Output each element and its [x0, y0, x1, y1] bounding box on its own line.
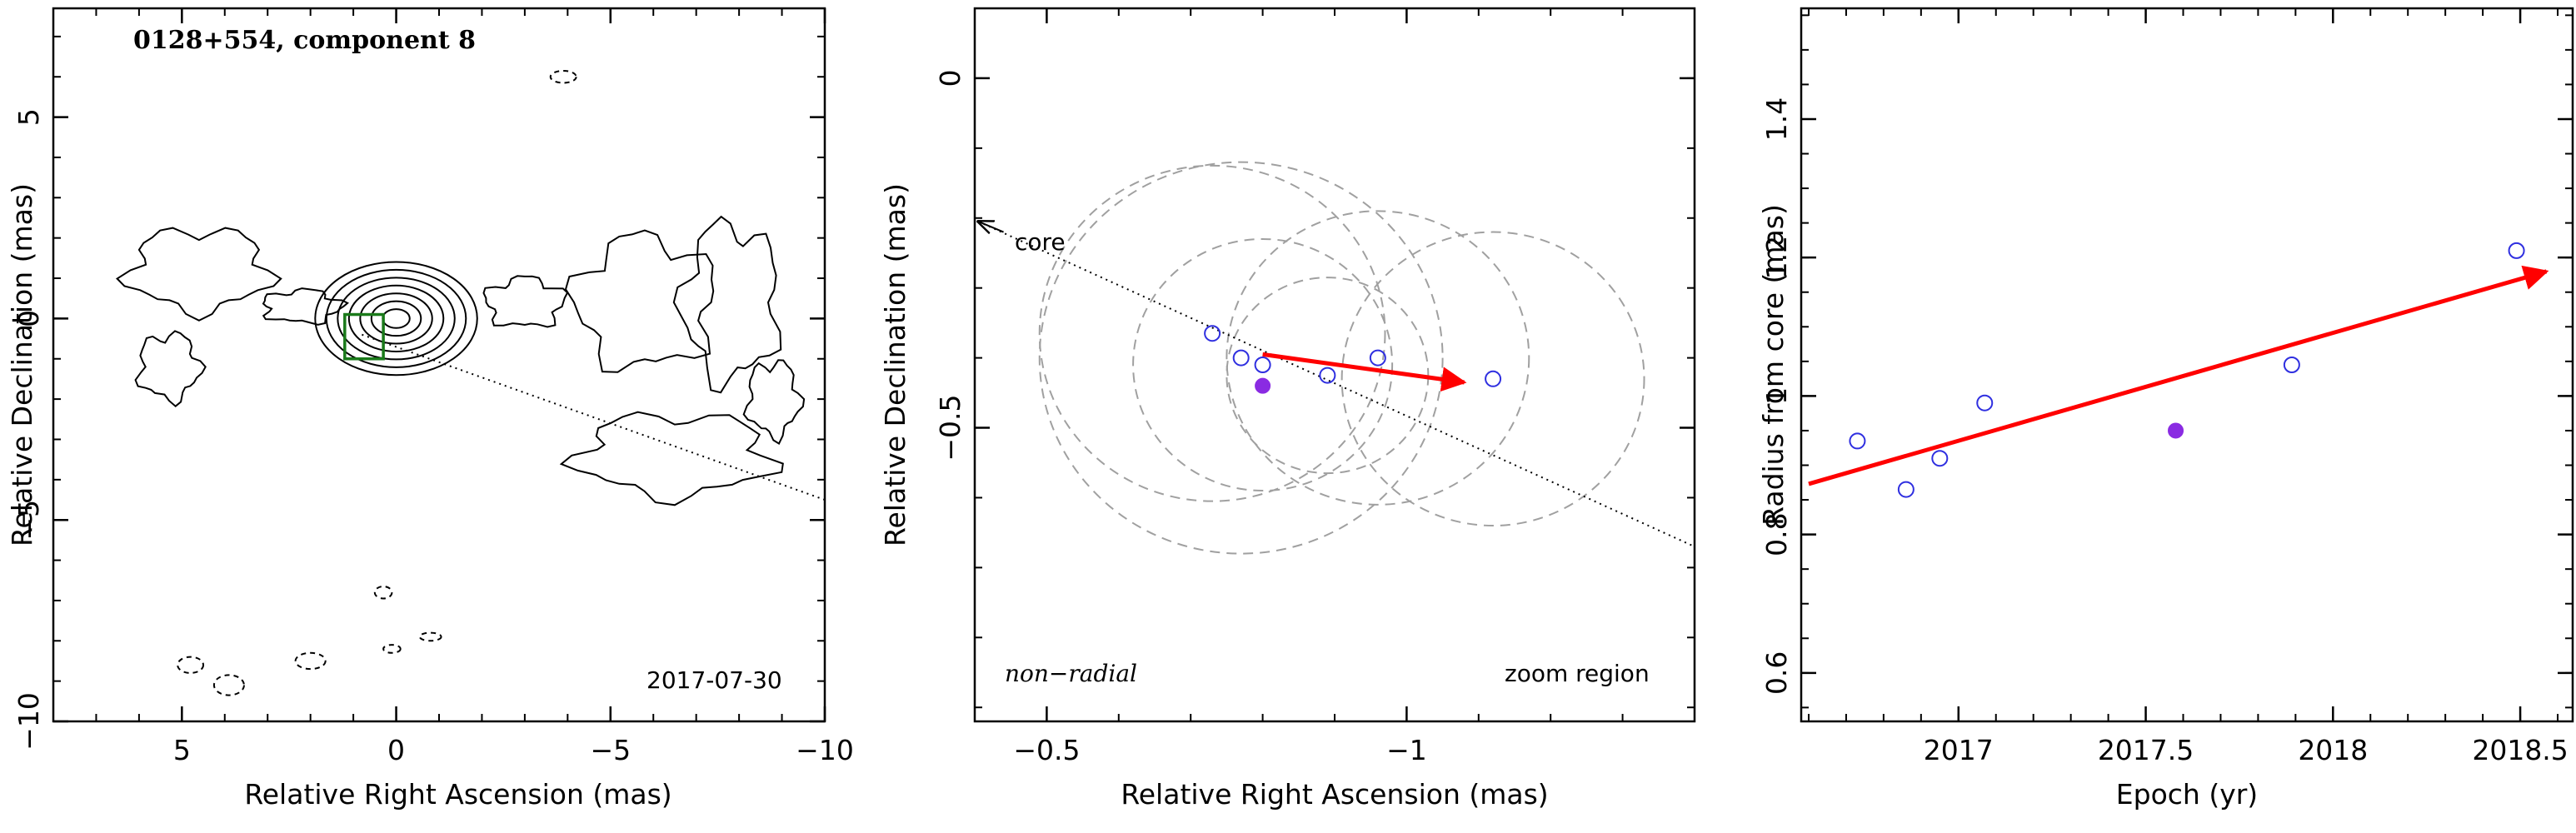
contour-y-axis-label: Relative Declination (mas) — [6, 183, 38, 546]
x-tick-label: 2018 — [2298, 734, 2368, 766]
negative-contour — [382, 644, 402, 654]
radius-ticks: 2017 2017.5 2018 2018.5 0.6 0.8 1 1.2 1.4 — [1760, 8, 2573, 766]
open-data-point — [1254, 357, 1271, 373]
zoom-panel: −0.5 −1−0.50 non−radial zoom region core … — [879, 7, 1696, 811]
zoom-ticks: −0.5 −1 −0.5 0 — [934, 7, 1695, 766]
contour-x-axis-label: Relative Right Ascension (mas) — [244, 778, 671, 811]
x-tick-label: 2017.5 — [2098, 734, 2194, 766]
contour-blob — [564, 229, 715, 373]
x-tick-label: −10 — [796, 734, 854, 766]
direction-line — [977, 221, 1695, 548]
y-tick-label: 1.4 — [1760, 97, 1793, 141]
y-tick-label: −5 — [12, 500, 45, 541]
contour-blob — [134, 330, 207, 408]
y-tick-label: 0.6 — [1760, 651, 1793, 695]
x-tick-label: 2018.5 — [2472, 734, 2568, 766]
contour-ticks: 5 0 −5 −10 −10 −5 0 5 — [12, 8, 854, 766]
radius-panel: 2017 2017.5 2018 2018.5 0.6 0.8 1 1.2 1.4 Epoch … — [1757, 7, 2574, 811]
contour-title: 0128+554, component 8 — [133, 26, 476, 55]
negative-contour — [418, 631, 442, 642]
open-data-point — [2508, 242, 2525, 259]
contour-plot-area — [116, 69, 826, 696]
y-tick-label: 0.8 — [1760, 512, 1793, 556]
core-arrow — [978, 222, 1004, 232]
open-data-point — [1319, 367, 1336, 384]
y-tick-label: 0 — [934, 69, 966, 87]
open-data-point — [1204, 325, 1221, 342]
radius-x-axis-label: Epoch (yr) — [2116, 778, 2258, 811]
core-contour-ring — [370, 300, 422, 337]
filled-data-point — [2168, 422, 2184, 439]
zoom-plot-area — [977, 161, 1695, 555]
x-tick-label: −1 — [1386, 734, 1427, 766]
radius-y-axis-label: Radius from core (mas) — [1757, 204, 1790, 526]
y-tick-label: 5 — [12, 108, 45, 126]
contour-panel: 5 0 −5 −10 −10 −5 0 5 0128+554, component 8 201… — [6, 7, 854, 811]
core-contour-ring — [347, 284, 445, 352]
direction-line — [362, 333, 826, 501]
error-circle — [1340, 231, 1645, 527]
contour-blob — [262, 287, 350, 326]
open-data-point — [1232, 349, 1250, 367]
error-circle — [1226, 210, 1530, 506]
non-radial-label: non−radial — [1005, 660, 1137, 687]
negative-contour — [373, 585, 393, 600]
core-contour-ring — [314, 261, 478, 377]
open-data-point — [1849, 432, 1866, 450]
observation-date: 2017-07-30 — [646, 666, 782, 694]
x-tick-label: 0 — [387, 734, 405, 766]
zoom-region-label: zoom region — [1505, 660, 1650, 687]
filled-data-point — [1255, 377, 1271, 394]
radius-fit-arrow — [1808, 265, 2549, 486]
core-contour-ring — [337, 277, 456, 361]
negative-contour — [212, 674, 245, 696]
radius-plot-area — [1808, 242, 2549, 498]
radius-frame — [1800, 7, 2574, 723]
zoom-x-axis-label: Relative Right Ascension (mas) — [1121, 778, 1548, 811]
negative-contour — [294, 651, 327, 671]
error-circle — [1226, 277, 1430, 475]
core-label: core — [1015, 228, 1066, 256]
contour-blob — [672, 215, 782, 394]
open-data-point — [1485, 370, 1502, 387]
contour-blob — [559, 411, 784, 506]
open-data-point — [2283, 357, 2300, 373]
y-tick-label: 0 — [12, 310, 45, 327]
x-tick-label: −0.5 — [1013, 734, 1080, 766]
contour-blob — [116, 227, 282, 322]
contour-blob — [742, 359, 806, 446]
error-circle — [1132, 237, 1394, 492]
motion-fit-arrow — [1262, 352, 1467, 392]
open-data-point — [1976, 394, 1994, 412]
x-tick-label: 2017 — [1924, 734, 1994, 766]
y-tick-label: 1.2 — [1760, 236, 1793, 279]
negative-contour — [549, 69, 577, 84]
error-circle — [1038, 164, 1386, 502]
negative-contour — [177, 656, 205, 674]
contour-frame — [52, 7, 826, 723]
open-data-point — [1897, 481, 1915, 498]
y-tick-label: −10 — [12, 692, 45, 751]
core-contour-ring — [359, 292, 433, 345]
component-box — [343, 312, 385, 361]
open-data-point — [1369, 349, 1386, 367]
y-tick-label: −0.5 — [934, 394, 966, 461]
x-tick-label: −5 — [590, 734, 631, 766]
x-tick-label: 5 — [173, 734, 191, 766]
error-circle — [1038, 161, 1444, 555]
core-contour-ring — [325, 268, 467, 368]
zoom-y-axis-label: Relative Declination (mas) — [879, 183, 911, 546]
contour-blob — [482, 275, 569, 328]
core-contour-ring — [382, 308, 411, 329]
open-data-point — [1931, 450, 1949, 467]
y-tick-label: 1 — [1760, 387, 1793, 405]
